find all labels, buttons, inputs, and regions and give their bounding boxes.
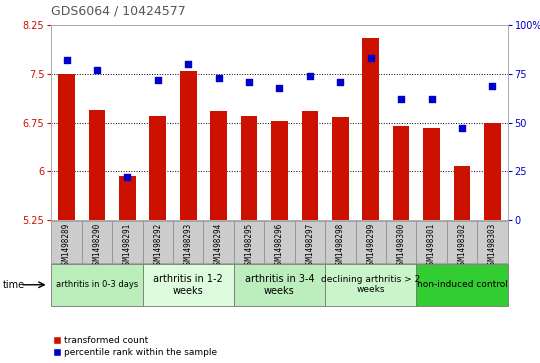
Bar — [180, 71, 197, 220]
Point — [62, 57, 71, 63]
Bar — [82, 221, 112, 263]
Bar — [332, 117, 349, 220]
Text: GSM1498298: GSM1498298 — [336, 223, 345, 269]
Bar — [416, 264, 508, 306]
Text: GSM1498300: GSM1498300 — [396, 223, 406, 269]
Bar — [112, 221, 143, 263]
Point — [397, 96, 406, 102]
Point — [245, 79, 253, 85]
Point — [93, 67, 102, 73]
Bar — [234, 221, 264, 263]
Bar — [143, 221, 173, 263]
Text: GSM1498295: GSM1498295 — [245, 223, 254, 269]
Point — [123, 174, 132, 180]
Text: GSM1498299: GSM1498299 — [366, 223, 375, 269]
Text: GSM1498302: GSM1498302 — [457, 223, 467, 269]
Text: GSM1498296: GSM1498296 — [275, 223, 284, 269]
Text: GSM1498292: GSM1498292 — [153, 223, 162, 269]
Text: GSM1498301: GSM1498301 — [427, 223, 436, 269]
Legend: transformed count, percentile rank within the sample: transformed count, percentile rank withi… — [53, 336, 217, 357]
Bar — [393, 126, 409, 220]
Bar — [264, 221, 295, 263]
Point — [336, 79, 345, 85]
Point — [214, 75, 223, 81]
Bar — [241, 116, 258, 220]
Bar — [210, 111, 227, 220]
Bar — [416, 221, 447, 263]
Text: arthritis in 3-4
weeks: arthritis in 3-4 weeks — [245, 274, 314, 295]
Text: GSM1498297: GSM1498297 — [306, 223, 314, 269]
Bar — [143, 264, 234, 306]
Bar — [325, 221, 355, 263]
Text: arthritis in 1-2
weeks: arthritis in 1-2 weeks — [153, 274, 223, 295]
Text: arthritis in 0-3 days: arthritis in 0-3 days — [56, 280, 138, 289]
Text: GSM1498289: GSM1498289 — [62, 223, 71, 269]
Text: GSM1498303: GSM1498303 — [488, 223, 497, 269]
Point — [275, 85, 284, 90]
Text: GSM1498291: GSM1498291 — [123, 223, 132, 269]
Point — [306, 73, 314, 79]
Bar — [454, 166, 470, 220]
Bar — [447, 221, 477, 263]
Text: declining arthritis > 2
weeks: declining arthritis > 2 weeks — [321, 275, 420, 294]
Bar — [355, 221, 386, 263]
Bar — [89, 110, 105, 220]
Bar — [386, 221, 416, 263]
Text: GSM1498293: GSM1498293 — [184, 223, 193, 269]
Text: time: time — [3, 280, 25, 290]
Bar — [477, 221, 508, 263]
Bar — [58, 74, 75, 220]
Text: non-induced control: non-induced control — [416, 280, 508, 289]
Bar — [51, 221, 82, 263]
Point — [153, 77, 162, 83]
Bar — [362, 38, 379, 220]
Bar — [301, 111, 318, 220]
Text: GSM1498290: GSM1498290 — [92, 223, 102, 269]
Bar — [173, 221, 204, 263]
Bar — [119, 176, 136, 220]
Point — [457, 126, 466, 131]
Bar — [484, 123, 501, 220]
Bar — [271, 121, 288, 220]
Point — [366, 56, 375, 61]
Text: GDS6064 / 10424577: GDS6064 / 10424577 — [51, 5, 186, 18]
Point — [184, 61, 193, 67]
Bar — [234, 264, 325, 306]
Text: GSM1498294: GSM1498294 — [214, 223, 223, 269]
Bar — [325, 264, 416, 306]
Bar — [423, 128, 440, 220]
Bar — [204, 221, 234, 263]
Point — [427, 96, 436, 102]
Bar — [295, 221, 325, 263]
Bar — [51, 264, 143, 306]
Point — [488, 83, 497, 89]
Bar — [150, 116, 166, 220]
